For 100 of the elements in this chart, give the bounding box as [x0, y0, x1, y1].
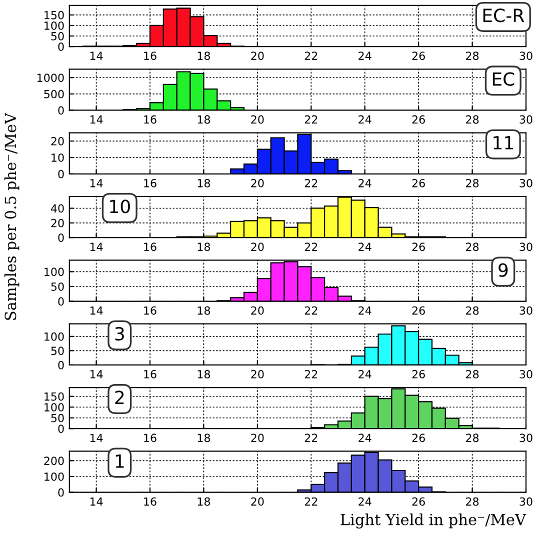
x-tick-label: 26 [412, 370, 425, 378]
x-tick-label: 24 [358, 434, 372, 442]
y-tick-label: 1000 [38, 74, 64, 82]
x-tick-label: 24 [358, 242, 372, 251]
x-tick-label: 14 [90, 370, 103, 378]
y-tick-label: 0 [58, 42, 64, 51]
x-tick-label: 18 [198, 178, 210, 188]
x-tick-label: 24 [358, 115, 372, 124]
x-tick-label: 30 [520, 178, 532, 188]
x-tick-label: 28 [466, 370, 479, 378]
y-tick-label: 150 [44, 392, 64, 401]
x-tick-label: 18 [198, 242, 210, 252]
y-tick-label: 50 [51, 346, 64, 356]
annotation: 2 [115, 390, 124, 404]
x-tick-label: 14 [90, 242, 103, 251]
x-tick-label: 16 [144, 115, 156, 124]
x-tick-label: 28 [466, 52, 479, 60]
y-tick-label: 100 [44, 332, 64, 341]
annotation: 3 [115, 326, 124, 341]
x-tick-label: 14 [90, 434, 103, 442]
y-tick-label: 20 [51, 137, 64, 146]
x-tick-label: 28 [466, 434, 479, 442]
x-tick-label: 16 [144, 497, 156, 506]
y-tick-label: 500 [44, 90, 64, 98]
annotation: 1 [116, 454, 124, 468]
x-tick-label: 20 [251, 370, 264, 378]
x-tick-label: 16 [144, 370, 156, 378]
y-tick-label: 0 [58, 488, 64, 497]
x-tick-label: 30 [520, 52, 532, 60]
x-tick-label: 16 [144, 178, 156, 188]
x-tick-label: 20 [251, 306, 264, 315]
x-tick-label: 24 [358, 306, 372, 315]
x-tick-label: 26 [412, 497, 425, 506]
y-tick-label: 100 [44, 403, 64, 412]
x-tick-label: 26 [412, 242, 425, 252]
x-tick-label: 30 [520, 306, 532, 315]
x-tick-label: 22 [304, 306, 318, 315]
x-tick-label: 16 [144, 242, 156, 252]
x-tick-label: 22 [304, 178, 318, 188]
x-tick-label: 22 [304, 434, 318, 442]
y-tick-label: 200 [44, 456, 64, 466]
x-tick-label: 20 [251, 52, 264, 60]
x-tick-label: 24 [358, 178, 372, 188]
annotation: 11 [494, 136, 513, 150]
y-tick-label: 20 [51, 218, 64, 228]
y-tick-label: 40 [50, 204, 64, 213]
x-tick-label: 22 [304, 52, 318, 60]
x-tick-label: 20 [251, 497, 264, 506]
x-tick-label: 26 [412, 115, 425, 124]
x-tick-label: 28 [466, 306, 479, 315]
annotation: EC-R [483, 8, 524, 22]
y-tick-label: 0 [58, 106, 64, 115]
x-tick-label: 22 [304, 370, 318, 378]
y-tick-label: 10 [52, 153, 64, 162]
x-tick-label: 26 [412, 52, 425, 60]
x-tick-label: 28 [466, 497, 479, 506]
x-tick-label: 28 [466, 115, 479, 124]
x-tick-label: 26 [412, 434, 425, 442]
y-tick-label: 0 [58, 170, 64, 178]
y-axis-title: Samples per 0.5 phe⁻/MeV [4, 112, 20, 320]
x-tick-label: 24 [358, 497, 372, 506]
x-tick-label: 18 [198, 306, 210, 315]
y-tick-label: 100 [44, 472, 64, 481]
x-tick-label: 22 [304, 115, 318, 124]
y-tick-label: 50 [51, 414, 64, 422]
x-tick-label: 26 [412, 178, 425, 188]
x-tick-label: 18 [198, 370, 210, 378]
y-tick-label: 0 [58, 297, 64, 306]
x-tick-label: 30 [520, 370, 532, 378]
x-tick-label: 28 [466, 178, 479, 188]
x-tick-label: 14 [90, 498, 103, 506]
x-tick-label: 16 [144, 52, 156, 60]
annotation: 10 [110, 200, 130, 214]
y-tick-label: 100 [44, 268, 64, 276]
annotation: 9 [498, 263, 508, 277]
x-tick-label: 18 [198, 497, 210, 506]
x-axis-title: Light Yield in phe⁻/MeV [340, 513, 526, 528]
x-tick-label: 22 [304, 497, 318, 506]
x-tick-label: 30 [520, 434, 532, 442]
x-tick-label: 14 [90, 52, 103, 60]
x-tick-label: 26 [412, 306, 425, 315]
x-tick-label: 20 [251, 434, 264, 442]
y-tick-label: 50 [51, 282, 64, 291]
y-tick-label: 0 [58, 360, 64, 370]
x-tick-label: 18 [198, 434, 210, 442]
x-tick-label: 14 [90, 115, 103, 124]
x-tick-label: 24 [358, 370, 372, 378]
x-tick-label: 30 [520, 242, 532, 252]
y-tick-label: 100 [44, 21, 64, 30]
y-tick-label: 150 [44, 10, 64, 20]
y-tick-label: 50 [51, 32, 64, 40]
x-tick-label: 16 [144, 306, 156, 315]
y-tick-label: 0 [58, 424, 64, 433]
x-tick-label: 24 [358, 52, 372, 60]
x-tick-label: 18 [198, 52, 210, 60]
x-tick-label: 18 [198, 115, 210, 124]
x-tick-label: 28 [466, 242, 479, 252]
y-tick-label: 0 [58, 234, 64, 242]
x-tick-label: 20 [251, 242, 264, 252]
x-tick-label: 20 [251, 115, 264, 124]
